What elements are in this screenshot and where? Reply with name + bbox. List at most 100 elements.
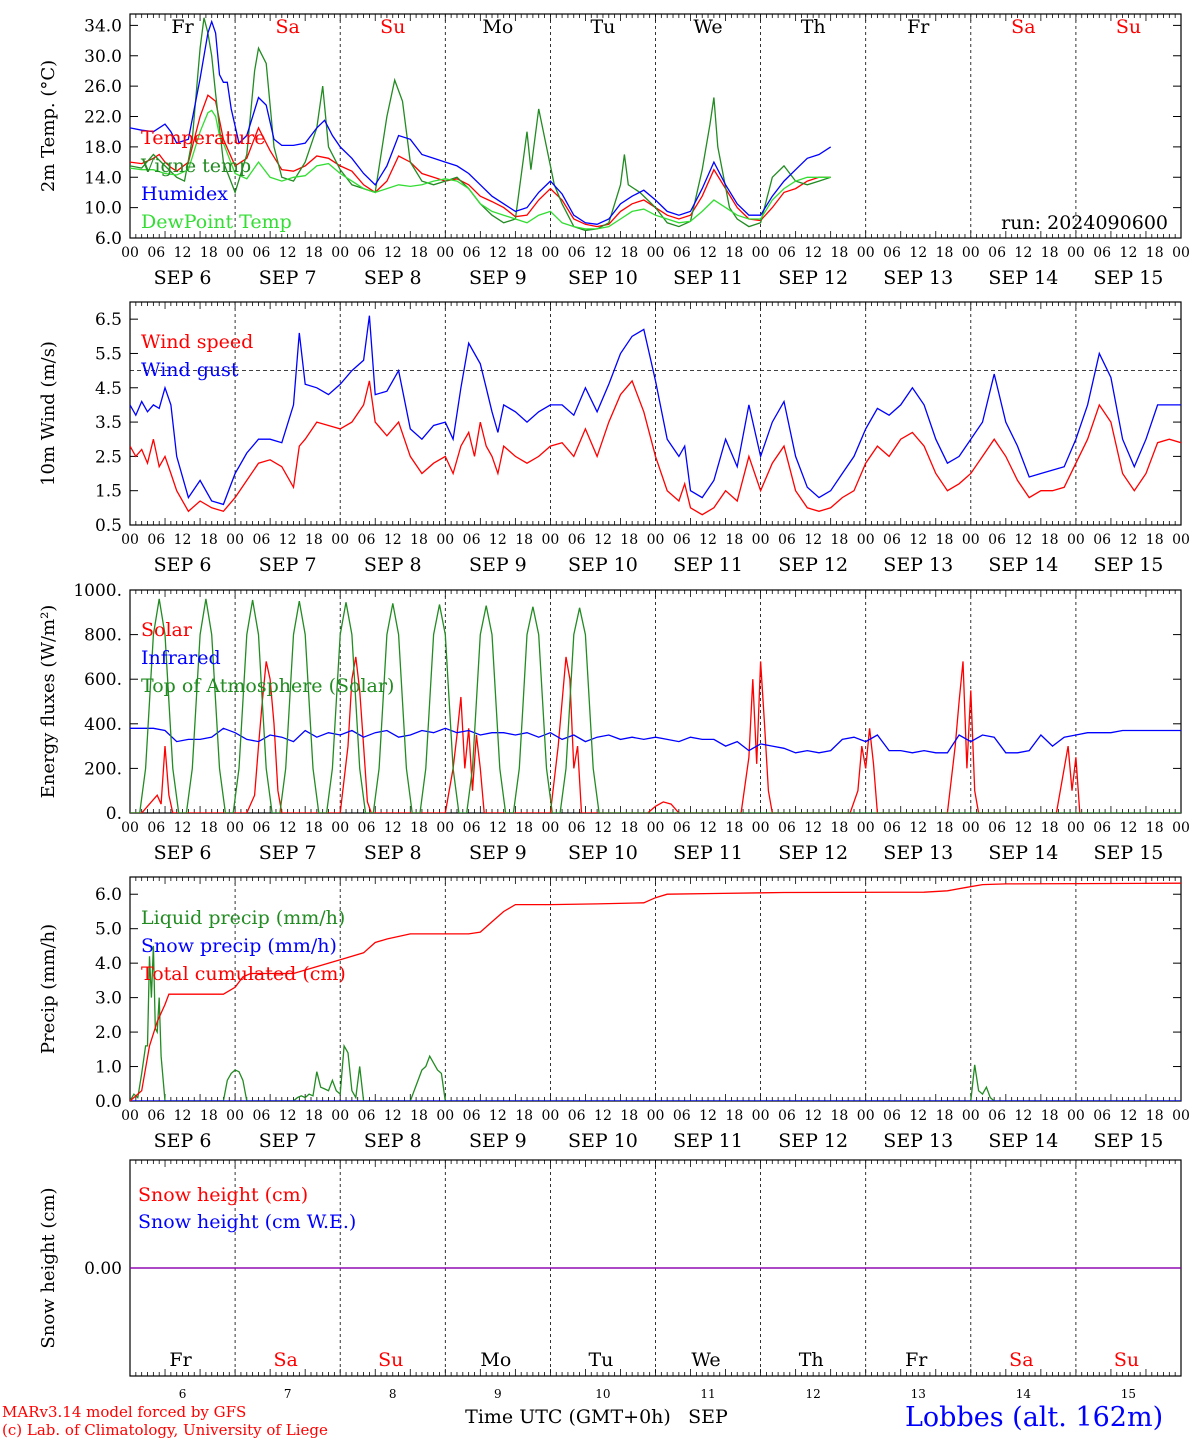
y-tick-label: 1000. [73, 581, 122, 601]
series-line-solar [130, 656, 1081, 813]
y-tick-label: 400. [84, 715, 122, 735]
date-label: SEP 8 [364, 842, 422, 864]
weekday-label: Sa [275, 16, 299, 38]
day-number-label: 7 [284, 1387, 292, 1401]
hour-tick-label: 18 [1041, 245, 1059, 261]
hour-tick-label: 00 [1172, 245, 1190, 261]
hour-tick-label: 18 [200, 1108, 218, 1124]
hour-tick-label: 06 [778, 1108, 796, 1124]
day-number-label: 14 [1016, 1387, 1032, 1401]
hour-tick-label: 12 [384, 1108, 402, 1124]
legend-entry: Wind gust [141, 359, 239, 381]
y-tick-label: 18.0 [84, 138, 122, 158]
hour-tick-label: 06 [252, 245, 270, 261]
legend-entry: Top of Atmosphere (Solar) [141, 675, 394, 697]
date-label: SEP 11 [673, 1130, 743, 1152]
hour-tick-label: 12 [804, 820, 822, 836]
weekday-label: Fr [905, 1349, 928, 1371]
weekday-label: Fr [171, 16, 194, 38]
hour-tick-label: 18 [305, 245, 323, 261]
hour-tick-label: 18 [725, 820, 743, 836]
day-number-label: 11 [700, 1387, 715, 1401]
hour-tick-label: 18 [305, 820, 323, 836]
hour-tick-label: 18 [936, 245, 954, 261]
weekday-label: Su [1114, 1349, 1139, 1371]
date-label: SEP 15 [1094, 842, 1164, 864]
hour-tick-label: 06 [568, 245, 586, 261]
hour-tick-label: 00 [436, 532, 454, 548]
hour-tick-label: 06 [988, 532, 1006, 548]
hour-tick-label: 06 [358, 532, 376, 548]
y-axis-label: 2m Temp. (°C) [38, 60, 59, 192]
y-tick-label: 10.0 [84, 199, 122, 219]
legend-entry: Snow height (cm) [138, 1184, 308, 1206]
y-tick-label: 0.5 [95, 516, 122, 536]
date-label: SEP 6 [154, 1130, 212, 1152]
hour-tick-label: 18 [620, 1108, 638, 1124]
hour-tick-label: 00 [436, 245, 454, 261]
panel-temperature: 6.0 10.0 14.0 18.0 22.0 26.0 30.0 34.0 2m Temp. … [38, 13, 1190, 289]
hour-tick-label: 00 [857, 820, 875, 836]
hour-tick-label: 18 [410, 820, 428, 836]
hour-tick-label: 12 [909, 820, 927, 836]
hour-tick-label: 18 [410, 532, 428, 548]
hour-tick-label: 00 [331, 1108, 349, 1124]
date-label: SEP 7 [259, 842, 317, 864]
weekday-label: We [693, 16, 722, 38]
hour-tick-label: 12 [1014, 532, 1032, 548]
footer-model-line: MARv3.14 model forced by GFS [2, 1403, 247, 1421]
hour-tick-label: 12 [699, 1108, 717, 1124]
hour-tick-label: 18 [1041, 532, 1059, 548]
hour-tick-label: 12 [384, 532, 402, 548]
weekday-label: Th [799, 1349, 824, 1371]
series-line-temperature [130, 94, 831, 228]
hour-tick-label: 18 [305, 1108, 323, 1124]
hour-tick-label: 06 [988, 245, 1006, 261]
y-axis-label: Snow height (cm) [38, 1187, 59, 1348]
hour-tick-label: 06 [883, 820, 901, 836]
hour-tick-label: 00 [1067, 532, 1085, 548]
hour-tick-label: 18 [200, 820, 218, 836]
hour-tick-label: 00 [331, 245, 349, 261]
hour-tick-label: 06 [778, 820, 796, 836]
panel-wind: 0.5 1.5 2.5 3.5 4.5 5.5 6.5 10m Wind (m/s) Wind … [38, 301, 1190, 576]
hour-tick-label: 00 [121, 1108, 139, 1124]
date-label: SEP 10 [568, 554, 638, 576]
series-line-dewpoint-temp [130, 109, 831, 230]
hour-tick-label: 00 [962, 820, 980, 836]
hour-tick-label: 06 [568, 1108, 586, 1124]
series-line-wind-gust [130, 315, 1181, 506]
hour-tick-label: 12 [1120, 245, 1138, 261]
legend-entry: Infrared [141, 647, 221, 669]
y-tick-label: 14.0 [84, 168, 122, 188]
legend-entry: Vigne temp [140, 155, 251, 177]
hour-tick-label: 06 [673, 245, 691, 261]
hour-tick-label: 06 [1093, 1108, 1111, 1124]
y-tick-label: 4.5 [95, 379, 122, 399]
series-line-wind-speed [130, 379, 1181, 516]
weekday-label: Su [1116, 16, 1141, 38]
y-axis-label: Precip (mm/h) [38, 924, 59, 1054]
y-tick-label: 6.0 [95, 885, 122, 905]
panel-energy: 0. 200. 400. 600. 800. 1000. Energy fluxes (W/… [38, 581, 1190, 864]
y-tick-label: 34.0 [84, 16, 122, 36]
y-tick-label: 5.0 [95, 920, 122, 940]
hour-tick-label: 00 [1067, 1108, 1085, 1124]
date-label: SEP 10 [568, 842, 638, 864]
date-label: SEP 6 [154, 267, 212, 289]
date-label: SEP 12 [778, 842, 848, 864]
hour-tick-label: 12 [174, 1108, 192, 1124]
date-label: SEP 14 [988, 842, 1058, 864]
hour-tick-label: 12 [594, 245, 612, 261]
location-label: Lobbes (alt. 162m) [905, 1402, 1164, 1433]
hour-tick-label: 18 [1146, 245, 1164, 261]
y-tick-label: 6.0 [95, 229, 122, 249]
hour-tick-label: 12 [279, 820, 297, 836]
hour-tick-label: 12 [279, 1108, 297, 1124]
weekday-label: Sa [1011, 16, 1035, 38]
hour-tick-label: 12 [1014, 820, 1032, 836]
hour-tick-label: 18 [1146, 820, 1164, 836]
hour-tick-label: 18 [620, 820, 638, 836]
legend-entry: Liquid precip (mm/h) [141, 907, 345, 929]
